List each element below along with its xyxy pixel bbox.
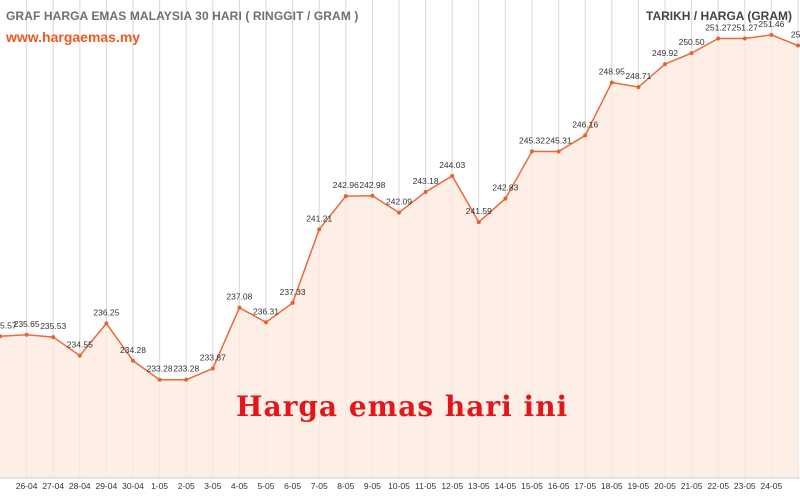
data-point <box>689 51 694 56</box>
data-point <box>343 194 348 199</box>
data-label: 242.83 <box>492 183 518 193</box>
site-url: www.hargaemas.my <box>6 29 141 45</box>
x-tick-label: 21-05 <box>681 481 703 491</box>
data-point <box>636 85 641 90</box>
data-label: 250 <box>791 30 800 40</box>
x-tick-label: 23-05 <box>734 481 756 491</box>
x-tick-label: 8-05 <box>337 481 354 491</box>
data-point <box>476 220 481 225</box>
data-label: 236.31 <box>253 306 279 316</box>
x-tick-label: 12-05 <box>441 481 463 491</box>
x-tick-label: 2-05 <box>178 481 195 491</box>
data-label: 248.71 <box>625 71 651 81</box>
x-tick-label: 3-05 <box>204 481 221 491</box>
data-point <box>556 149 561 154</box>
x-tick-label: 13-05 <box>468 481 490 491</box>
data-label: 251.27 <box>732 23 758 33</box>
data-point <box>184 377 189 382</box>
data-label: 233.28 <box>147 364 173 374</box>
data-point <box>77 353 82 358</box>
data-point <box>397 210 401 215</box>
x-tick-label: 24-05 <box>761 481 783 491</box>
data-point <box>290 300 295 305</box>
data-point <box>423 189 428 194</box>
data-label: 237.08 <box>226 292 252 302</box>
data-point <box>51 335 56 340</box>
data-point <box>609 80 614 85</box>
x-tick-label: 20-05 <box>654 481 676 491</box>
x-tick-label: 5-05 <box>257 481 274 491</box>
x-tick-label: 27-04 <box>42 481 64 491</box>
legend-label: TARIKH / HARGA (GRAM) <box>646 9 792 23</box>
data-label: 243.18 <box>413 176 439 186</box>
data-point <box>237 305 242 310</box>
x-tick-label: 17-05 <box>574 481 596 491</box>
data-point <box>264 320 268 325</box>
data-point <box>742 36 747 41</box>
data-label: 241.59 <box>466 206 492 216</box>
data-label: 236.25 <box>93 307 119 317</box>
data-label: 245.32 <box>519 135 545 145</box>
data-label: 233.87 <box>200 353 226 363</box>
x-tick-label: 6-05 <box>284 481 301 491</box>
data-point <box>503 196 508 201</box>
data-label: 244.03 <box>439 160 465 170</box>
data-label: 235.53 <box>40 321 66 331</box>
x-tick-label: 4-05 <box>231 481 248 491</box>
x-tick-label: 14-05 <box>495 481 517 491</box>
data-point <box>583 133 588 138</box>
x-tick-label: 26-04 <box>16 481 38 491</box>
x-tick-label: 30-04 <box>122 481 144 491</box>
data-point <box>104 321 109 326</box>
chart-title: GRAF HARGA EMAS MALAYSIA 30 HARI ( RINGG… <box>6 9 359 23</box>
data-point <box>131 358 135 363</box>
data-label: 241.21 <box>306 213 332 223</box>
data-label: 234.55 <box>67 340 93 350</box>
data-label: 242.98 <box>359 180 385 190</box>
data-label: 251.46 <box>758 19 784 29</box>
data-point <box>716 36 721 41</box>
data-label: 242.96 <box>333 180 359 190</box>
x-tick-label: 7-05 <box>311 481 328 491</box>
data-label: 234.28 <box>120 345 146 355</box>
data-point <box>370 193 375 198</box>
data-point <box>663 62 667 67</box>
data-point <box>450 173 455 178</box>
data-label: 245.31 <box>546 136 572 146</box>
data-point <box>796 43 800 48</box>
data-point <box>157 377 162 382</box>
data-label: 235.65 <box>14 319 40 329</box>
data-label: 5.57 <box>0 320 17 330</box>
data-point <box>0 334 2 339</box>
data-point <box>769 32 774 37</box>
data-point <box>317 227 322 232</box>
data-point <box>24 332 29 337</box>
x-tick-label: 29-04 <box>96 481 118 491</box>
data-label: 237.33 <box>280 287 306 297</box>
x-tick-label: 11-05 <box>415 481 436 491</box>
overlay-caption: Harga emas hari ini <box>236 390 569 423</box>
x-tick-label: 19-05 <box>628 481 650 491</box>
x-tick-label: 15-05 <box>521 481 543 491</box>
data-label: 233.28 <box>173 364 199 374</box>
x-tick-label: 28-04 <box>69 481 91 491</box>
data-label: 246.16 <box>572 119 598 129</box>
data-label: 248.95 <box>599 67 625 77</box>
x-tick-label: 16-05 <box>548 481 570 491</box>
data-point <box>210 366 215 371</box>
x-tick-label: 1-05 <box>151 481 168 491</box>
data-label: 242.09 <box>386 197 412 207</box>
x-tick-label: 22-05 <box>707 481 729 491</box>
data-label: 251.27 <box>705 23 731 33</box>
data-point <box>530 149 534 154</box>
x-tick-label: 9-05 <box>364 481 381 491</box>
x-tick-label: 10-05 <box>388 481 410 491</box>
data-label: 249.92 <box>652 48 678 58</box>
data-label: 250.50 <box>679 37 705 47</box>
x-tick-label: 18-05 <box>601 481 623 491</box>
